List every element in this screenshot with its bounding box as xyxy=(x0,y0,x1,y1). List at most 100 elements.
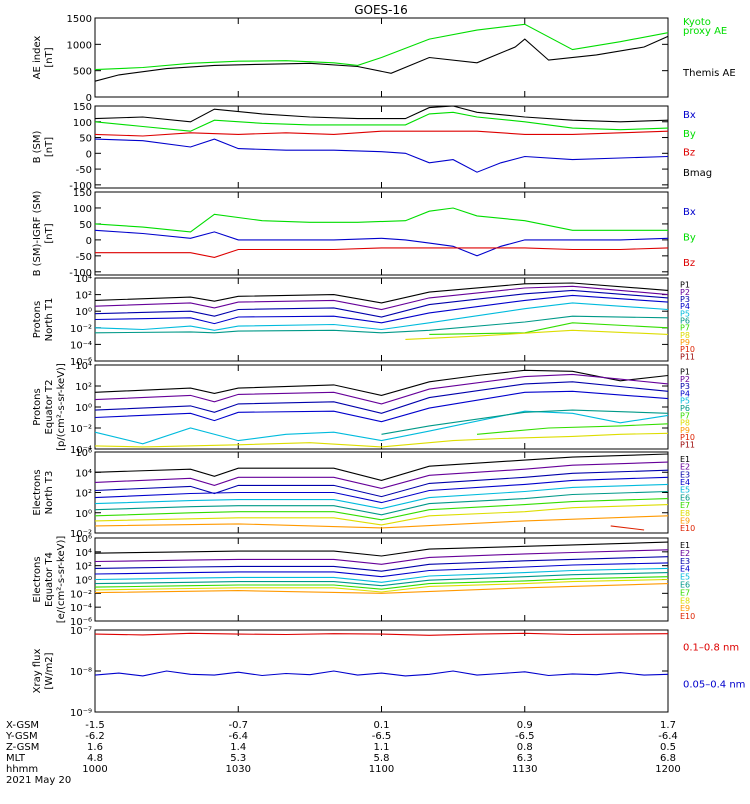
panel-4-ytick-label-5: 10⁻⁶ xyxy=(70,357,92,368)
xaxis-date: 2021 May 20 xyxy=(6,775,71,786)
xaxis-x-gsm-value-2: 0.1 xyxy=(374,720,390,731)
panel-7-legend-2: E3 xyxy=(680,557,690,566)
panel-5-ytick-label-4: 10⁻⁴ xyxy=(70,445,92,456)
panel-6-legend-1: E2 xyxy=(680,463,690,472)
panel-7-ylabel-0: Electrons xyxy=(32,556,43,602)
panel-1-ytick-label-0: 0 xyxy=(86,93,92,104)
panel-5-legend-8: P9 xyxy=(680,426,690,435)
panel-4-legend-7: P8 xyxy=(680,331,690,340)
panel-4-ytick-label-3: 10⁻² xyxy=(70,324,92,335)
panel-4-legend-2: P3 xyxy=(680,295,690,304)
xaxis-y-gsm-value-1: -6.4 xyxy=(228,731,248,742)
panel-3-ytick-label-2: 0 xyxy=(86,236,92,247)
panel-6-ytick-label-2: 10² xyxy=(75,489,92,500)
panel-2-ylabel-1: [nT] xyxy=(44,137,55,157)
panel-3-series-bz xyxy=(95,247,669,258)
panel-3-ytick-label-0: -100 xyxy=(69,268,92,279)
figure-title: GOES-16 xyxy=(354,3,408,17)
panel-2-legend-1: By xyxy=(683,129,696,140)
panel-6-legend-2: E3 xyxy=(680,470,690,479)
panel-6-series-e7 xyxy=(94,498,669,521)
xaxis-y-gsm-value-4: -6.4 xyxy=(658,731,678,742)
xaxis-hhmm-value-0: 1000 xyxy=(82,764,107,775)
panel-6-series-e4 xyxy=(94,476,669,504)
panel-7-series-e5 xyxy=(94,567,669,583)
panel-1-series-kyoto-proxy-ae xyxy=(94,23,669,71)
panel-1-series-themis-ae xyxy=(94,35,669,82)
panel-6-ylabel-0: Electrons xyxy=(32,469,43,515)
panel-3-legend-2: Bz xyxy=(683,258,695,269)
panel-2-legend-3: Bmag xyxy=(683,168,712,179)
panel-7-ytick-label-3: 10⁰ xyxy=(75,576,92,587)
panel-5-legend-10: P11 xyxy=(680,440,695,449)
panel-7-series-e1 xyxy=(94,541,669,557)
panel-6-series-e1 xyxy=(94,453,669,481)
panel-8-series-0-1-0-8-nm xyxy=(94,632,669,636)
xaxis-y-gsm-value-2: -6.5 xyxy=(372,731,392,742)
panel-5-ytick-label-1: 10² xyxy=(75,382,92,393)
panel-2-series-bz xyxy=(94,130,669,137)
panel-8-ylabel-0: Xray flux xyxy=(32,649,43,694)
panel-5-series-p6 xyxy=(381,409,669,435)
panel-6-ytick-label-4: 10⁻² xyxy=(70,529,92,540)
panel-6-ytick-label-0: 10⁶ xyxy=(75,448,92,459)
panel-1-ytick-label-3: 1500 xyxy=(67,14,92,25)
panel-5-ytick-label-0: 10⁴ xyxy=(75,361,92,372)
panel-8-frame xyxy=(94,629,669,713)
panel-7-series-e4 xyxy=(94,562,669,578)
panel-8-ytick-label-2: 10⁻⁹ xyxy=(70,708,92,719)
panel-7-legend-1: E2 xyxy=(680,549,690,558)
panel-8-ytick-label-0: 10⁻⁷ xyxy=(70,626,92,637)
panel-2-legend-0: Bx xyxy=(683,110,696,121)
panel-7-ytick-label-6: 10⁻⁶ xyxy=(70,617,92,628)
panel-7-ytick-label-4: 10⁻² xyxy=(70,589,92,600)
panel-2-series-bx xyxy=(94,138,669,173)
panel-2-ytick-label-0: -100 xyxy=(69,181,92,192)
panel-6-legend-9: E10 xyxy=(680,524,695,533)
panel-6-series-e2 xyxy=(94,461,669,489)
panel-4-legend-8: P9 xyxy=(680,338,690,347)
panel-7-series-e6 xyxy=(94,572,669,587)
panel-7-ytick-label-0: 10⁶ xyxy=(75,534,92,545)
panel-5-legend-6: P7 xyxy=(680,411,690,420)
panel-7-ytick-label-1: 10⁴ xyxy=(75,548,92,559)
panel-6-series-e8 xyxy=(94,504,669,526)
panel-5-series-p7 xyxy=(476,423,669,435)
panel-6-series-e10 xyxy=(610,525,645,531)
panel-4-legend-4: P5 xyxy=(680,309,690,318)
panel-7-legend-4: E5 xyxy=(680,573,690,582)
panel-8-series-0-05-0-4-nm xyxy=(94,670,669,677)
panel-7-series-e2 xyxy=(94,549,669,565)
panel-4-legend-5: P6 xyxy=(680,317,690,326)
panel-2-ytick-label-1: -50 xyxy=(76,165,92,176)
panel-1-ytick-label-2: 1000 xyxy=(67,40,92,51)
panel-5-series-p3 xyxy=(94,381,669,414)
panel-5-series-p8 xyxy=(94,432,669,448)
panel-7-ytick-label-5: 10⁻⁴ xyxy=(70,603,92,614)
panel-2-ytick-label-4: 100 xyxy=(73,118,92,129)
panel-6-series-e3 xyxy=(94,469,669,498)
panel-7-frame xyxy=(94,537,669,622)
xaxis-hhmm-value-1: 1030 xyxy=(226,764,251,775)
panel-7-series-e3 xyxy=(94,556,669,572)
panel-7-ylabel-2: [e/(cm²-s-sr-keV)] xyxy=(56,536,67,624)
panel-7-ytick-label-2: 10² xyxy=(75,562,92,573)
panel-8-legend-1: 0.05–0.4 nm xyxy=(683,679,745,690)
panel-3-ylabel-1: [nT] xyxy=(44,223,55,243)
xaxis-mlt-value-3: 6.3 xyxy=(517,753,533,764)
panel-1-ylabel-0: AE index xyxy=(32,36,43,80)
panel-6-series-e6 xyxy=(94,490,669,516)
panel-3-ytick-label-1: -50 xyxy=(76,252,92,263)
panel-8-legend-0: 0.1–0.8 nm xyxy=(683,642,739,653)
panel-6-legend-6: E7 xyxy=(680,501,690,510)
panel-6-legend-8: E9 xyxy=(680,516,690,525)
xaxis-x-gsm-value-3: 0.9 xyxy=(517,720,533,731)
panel-5-legend-9: P10 xyxy=(680,433,695,442)
panel-6-series-e9 xyxy=(94,515,669,529)
panel-1-ytick-label-1: 500 xyxy=(73,67,92,78)
panel-4-legend-3: P4 xyxy=(680,302,690,311)
xaxis-mlt-value-1: 5.3 xyxy=(230,753,246,764)
panel-5-ylabel-2: [p/(cm²-s-sr-keV)] xyxy=(56,363,67,451)
